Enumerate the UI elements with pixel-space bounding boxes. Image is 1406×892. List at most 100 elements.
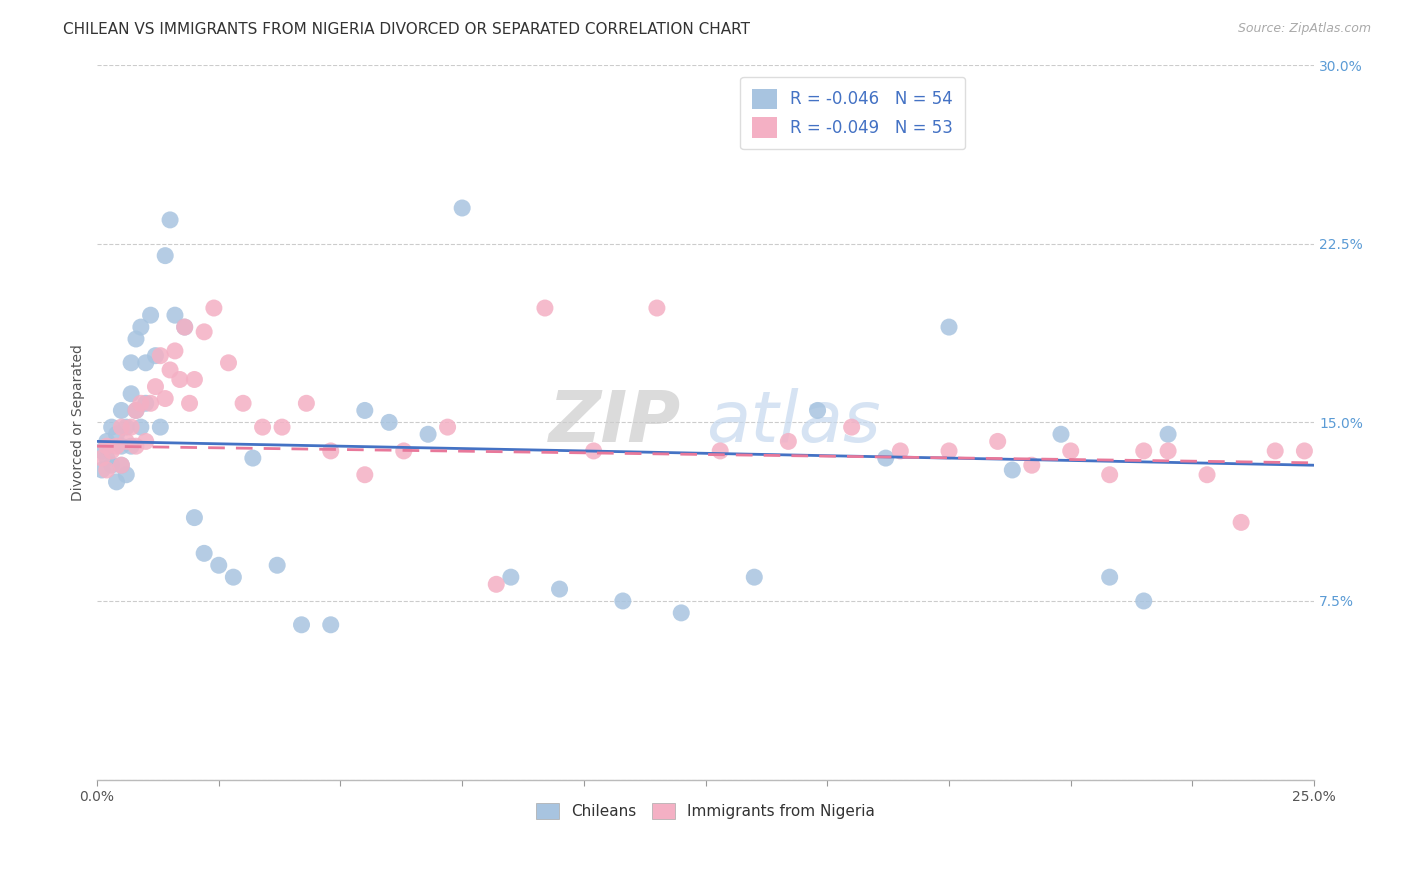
Point [125, 439, 148, 453]
Point [110, 420, 132, 434]
Point [135, 356, 157, 370]
Point [252, 420, 274, 434]
Point [125, 403, 148, 417]
Point [353, 403, 375, 417]
Point [499, 570, 522, 584]
Point [709, 444, 731, 458]
Point [1021, 458, 1043, 473]
Point [319, 444, 342, 458]
Point [96, 434, 118, 449]
Point [135, 396, 157, 410]
Point [153, 249, 176, 263]
Point [218, 356, 240, 370]
Point [1132, 594, 1154, 608]
Point [534, 301, 557, 315]
Point [139, 396, 162, 410]
Point [129, 320, 152, 334]
Point [416, 427, 439, 442]
Point [110, 458, 132, 473]
Point [173, 320, 195, 334]
Point [90, 451, 112, 466]
Text: ZIP: ZIP [548, 388, 682, 457]
Point [806, 403, 828, 417]
Point [100, 458, 122, 473]
Point [841, 420, 863, 434]
Point [110, 439, 132, 453]
Point [353, 467, 375, 482]
Point [208, 558, 231, 573]
Point [105, 427, 128, 442]
Point [202, 301, 225, 315]
Point [96, 451, 118, 466]
Text: atlas: atlas [706, 388, 880, 457]
Point [295, 396, 318, 410]
Point [266, 558, 288, 573]
Point [96, 439, 118, 453]
Point [125, 332, 148, 346]
Point [889, 444, 911, 458]
Point [548, 582, 571, 596]
Point [129, 420, 152, 434]
Point [392, 444, 415, 458]
Point [485, 577, 508, 591]
Point [1157, 444, 1180, 458]
Point [1132, 444, 1154, 458]
Point [1060, 444, 1083, 458]
Point [742, 570, 765, 584]
Point [987, 434, 1010, 449]
Point [1230, 516, 1253, 530]
Point [145, 349, 167, 363]
Point [96, 463, 118, 477]
Point [451, 201, 474, 215]
Point [100, 444, 122, 458]
Point [139, 308, 162, 322]
Point [875, 451, 897, 466]
Point [120, 420, 142, 434]
Point [1294, 444, 1316, 458]
Text: Source: ZipAtlas.com: Source: ZipAtlas.com [1237, 22, 1371, 36]
Point [1050, 427, 1073, 442]
Point [193, 546, 215, 560]
Point [145, 379, 167, 393]
Point [105, 439, 128, 453]
Point [159, 213, 181, 227]
Point [938, 320, 960, 334]
Point [242, 451, 264, 466]
Point [163, 308, 186, 322]
Point [1157, 427, 1180, 442]
Point [1098, 570, 1121, 584]
Point [436, 420, 458, 434]
Point [938, 444, 960, 458]
Point [271, 420, 294, 434]
Point [129, 396, 152, 410]
Y-axis label: Divorced or Separated: Divorced or Separated [72, 344, 86, 500]
Legend: Chileans, Immigrants from Nigeria: Chileans, Immigrants from Nigeria [530, 797, 882, 826]
Point [120, 439, 142, 453]
Point [1001, 463, 1024, 477]
Point [193, 325, 215, 339]
Point [612, 594, 634, 608]
Point [319, 617, 342, 632]
Point [582, 444, 605, 458]
Point [378, 415, 401, 429]
Point [120, 356, 142, 370]
Point [290, 617, 312, 632]
Point [90, 444, 112, 458]
Point [1195, 467, 1218, 482]
Point [110, 458, 132, 473]
Point [125, 403, 148, 417]
Point [778, 434, 800, 449]
Point [90, 463, 112, 477]
Point [110, 403, 132, 417]
Point [1264, 444, 1286, 458]
Point [100, 420, 122, 434]
Point [115, 420, 138, 434]
Point [149, 420, 172, 434]
Point [163, 343, 186, 358]
Point [105, 475, 128, 489]
Point [169, 372, 191, 386]
Point [135, 434, 157, 449]
Point [222, 570, 245, 584]
Point [120, 386, 142, 401]
Point [671, 606, 693, 620]
